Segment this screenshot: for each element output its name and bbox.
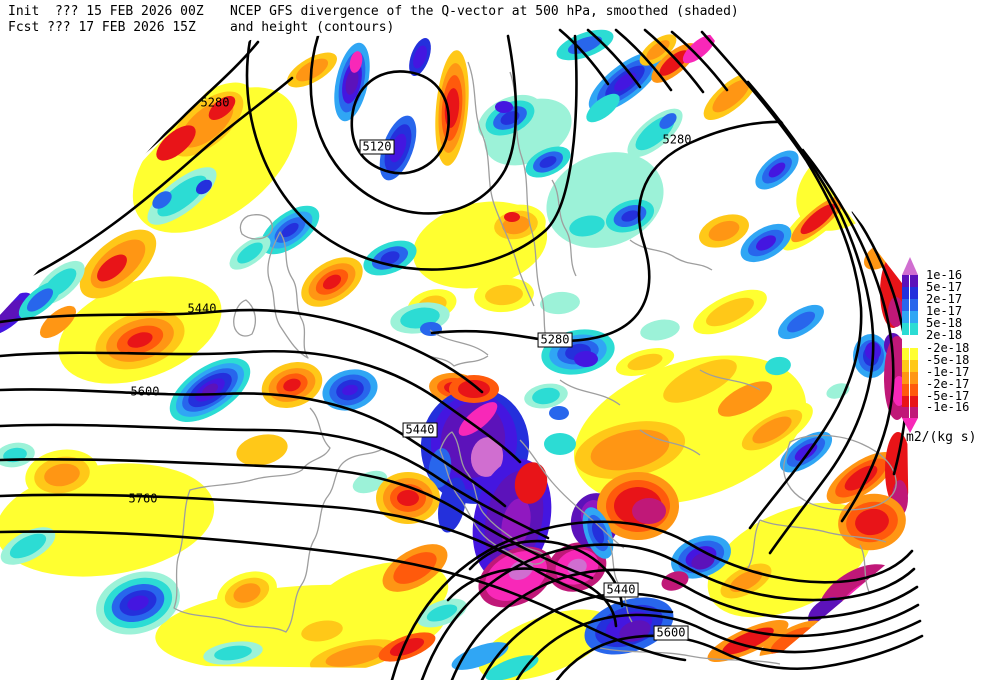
contour-label: 5440 <box>402 422 438 438</box>
coastlines <box>173 61 897 665</box>
chart-title-line2: and height (contours) <box>230 20 395 35</box>
contour-label: 5280 <box>200 95 230 110</box>
contour-label: 5600 <box>130 384 160 399</box>
contour-label: 5440 <box>603 582 639 598</box>
init-time-label: Init ??? 15 FEB 2026 00Z <box>8 4 204 19</box>
height-contours <box>0 28 924 680</box>
contour-label: 5280 <box>662 132 692 147</box>
contour-label: 5120 <box>359 139 395 155</box>
fcst-time-label: Fcst ??? 17 FEB 2026 15Z <box>8 20 196 35</box>
contour-label: 5760 <box>128 491 158 506</box>
chart-title-line1: NCEP GFS divergence of the Q-vector at 5… <box>230 4 739 19</box>
contour-label: 5600 <box>653 625 689 641</box>
contour-label: 5280 <box>537 332 573 348</box>
contour-label: 5440 <box>187 301 217 316</box>
